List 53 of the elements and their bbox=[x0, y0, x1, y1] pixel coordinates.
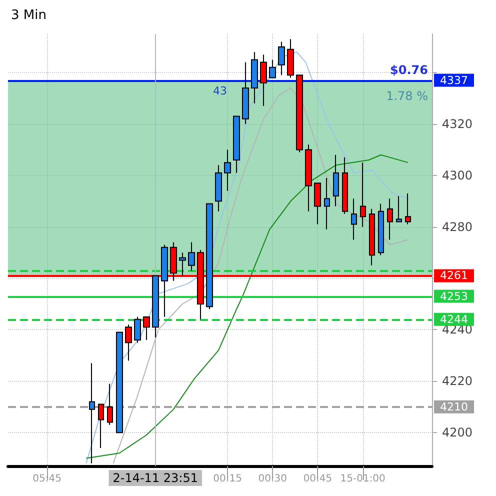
candlestick bbox=[278, 41, 285, 76]
x-tick-label: 05:45 bbox=[32, 474, 62, 484]
chart-title: 3 Min bbox=[11, 8, 46, 23]
candlestick bbox=[387, 198, 393, 240]
y-tick-label: 4280 bbox=[442, 220, 473, 234]
candlestick bbox=[179, 252, 186, 276]
x-tick-label: 00:45 bbox=[303, 474, 332, 484]
ref-line-label: 2-14-11 23:51 bbox=[112, 471, 198, 485]
ref-line-label: 4210 bbox=[440, 400, 468, 414]
candlestick bbox=[351, 198, 357, 240]
x-tick-label: 15-01:00 bbox=[340, 474, 386, 484]
ref-line-label: 4244 bbox=[440, 312, 468, 326]
ref-line-label: 4337 bbox=[440, 74, 468, 87]
candlestick bbox=[251, 52, 258, 104]
candlestick bbox=[125, 324, 132, 362]
candlestick bbox=[269, 59, 276, 78]
candlestick bbox=[215, 164, 222, 212]
candlestick bbox=[360, 162, 366, 228]
candlestick bbox=[116, 332, 123, 434]
candlestick bbox=[188, 242, 195, 272]
ref-line-label: 4253 bbox=[440, 290, 468, 303]
candlestick bbox=[206, 203, 213, 310]
candlestick bbox=[396, 196, 402, 222]
candlestick bbox=[333, 154, 339, 207]
x-tick-label: 00:15 bbox=[213, 474, 242, 484]
candlestick bbox=[242, 62, 249, 124]
candlestick bbox=[405, 192, 411, 225]
y-tick-label: 4200 bbox=[442, 426, 473, 440]
x-tick-label: 00:30 bbox=[258, 474, 288, 484]
candlestick bbox=[143, 316, 150, 340]
candlestick bbox=[224, 149, 231, 192]
candlestick bbox=[314, 182, 321, 225]
candlestick bbox=[134, 316, 141, 344]
candlestick bbox=[98, 404, 104, 448]
annotation: 1.78 % bbox=[386, 89, 428, 103]
candlestick bbox=[107, 383, 113, 426]
y-tick-label: 4300 bbox=[442, 168, 473, 182]
candlestick bbox=[161, 244, 168, 318]
candlestick bbox=[324, 178, 330, 230]
candlestick bbox=[305, 144, 312, 212]
candlestick bbox=[369, 208, 375, 266]
band-label: 43 bbox=[213, 84, 227, 98]
candlestick bbox=[342, 156, 348, 214]
ref-line-label: 4261 bbox=[440, 269, 468, 282]
candlestick bbox=[287, 38, 294, 78]
candlestick bbox=[260, 54, 267, 106]
annotation: $0.76 bbox=[390, 63, 428, 77]
candlestick bbox=[233, 116, 240, 174]
y-tick-label: 4220 bbox=[442, 374, 473, 388]
y-tick-label: 4320 bbox=[442, 117, 473, 131]
candlestick bbox=[378, 203, 384, 256]
candlestick bbox=[152, 275, 159, 338]
candlestick bbox=[296, 74, 303, 153]
